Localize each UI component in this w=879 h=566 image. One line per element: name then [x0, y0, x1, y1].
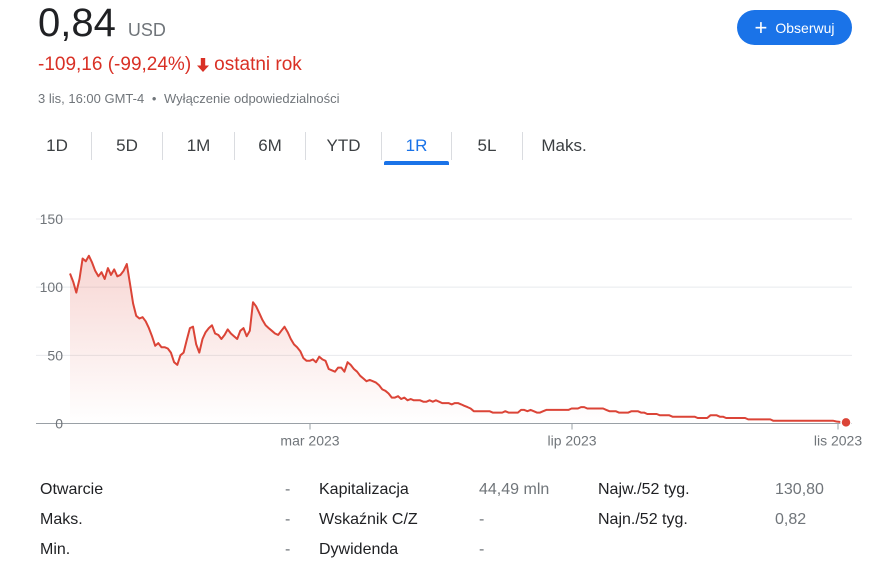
- price-line: [69, 254, 847, 424]
- tab-5l[interactable]: 5L: [452, 130, 522, 162]
- tab-label: 1M: [186, 136, 211, 155]
- stat-label-52w-low: Najn./52 tyg.: [598, 511, 688, 528]
- tab-label: 6M: [258, 136, 282, 155]
- tab-maks[interactable]: Maks.: [523, 130, 605, 162]
- stat-value-pe-ratio: -: [479, 511, 485, 528]
- stat-value-52w-low: 0,82: [775, 511, 807, 528]
- stat-label-market-cap: Kapitalizacja: [319, 481, 409, 498]
- tab-label: 5L: [477, 136, 497, 155]
- tab-divider: [451, 132, 452, 160]
- tab-1r[interactable]: 1R: [382, 130, 451, 165]
- tab-1d[interactable]: 1D: [23, 130, 91, 162]
- tab-1m[interactable]: 1M: [163, 130, 234, 162]
- arrow-down-icon: [196, 57, 210, 73]
- stat-label-52w-high: Najw./52 tyg.: [598, 481, 690, 498]
- y-tick-label: 100: [40, 279, 64, 295]
- price-header: 0,84 USD: [38, 0, 166, 46]
- change-period: ostatni rok: [214, 54, 302, 75]
- tab-ytd[interactable]: YTD: [306, 130, 381, 162]
- stat-label-dividend: Dywidenda: [319, 541, 399, 558]
- quote-timestamp: 3 lis, 16:00 GMT-4: [38, 91, 145, 106]
- y-tick-label: 150: [40, 211, 64, 227]
- stat-value-market-cap: 44,49 mln: [479, 481, 550, 498]
- tab-divider: [305, 132, 306, 160]
- last-price-dot: [840, 416, 852, 429]
- tab-label: 1D: [46, 136, 68, 155]
- y-tick-label: 50: [47, 347, 63, 363]
- stat-value-dividend: -: [479, 541, 485, 558]
- x-tick-label: lis 2023: [814, 433, 862, 449]
- tab-divider: [91, 132, 92, 160]
- stat-label-high: Maks.: [40, 511, 83, 528]
- follow-label: Obserwuj: [775, 19, 835, 36]
- tab-divider: [162, 132, 163, 160]
- tab-divider: [234, 132, 235, 160]
- price-chart[interactable]: 0 50 100 150 mar 2023 lip 2023 lis 2023: [0, 200, 879, 460]
- tab-5d[interactable]: 5D: [92, 130, 162, 162]
- current-price: 0,84: [38, 1, 116, 45]
- tab-label: YTD: [326, 136, 361, 155]
- tab-6m[interactable]: 6M: [235, 130, 305, 162]
- quote-meta: 3 lis, 16:00 GMT-4 • Wyłączenie odpowied…: [38, 91, 340, 106]
- y-tick-label: 0: [55, 416, 63, 432]
- tab-divider: [522, 132, 523, 160]
- change-value: -109,16 (-99,24%): [38, 54, 192, 75]
- stat-value-low: -: [285, 541, 291, 558]
- x-tick-label: mar 2023: [280, 433, 339, 449]
- tab-label: Maks.: [541, 136, 587, 155]
- follow-button[interactable]: + Obserwuj: [737, 10, 852, 45]
- stat-value-open: -: [285, 481, 291, 498]
- stat-label-pe-ratio: Wskaźnik C/Z: [319, 511, 418, 528]
- stat-value-high: -: [285, 511, 291, 528]
- tab-divider: [381, 132, 382, 160]
- stat-value-52w-high: 130,80: [775, 481, 824, 498]
- plus-icon: +: [754, 14, 768, 40]
- price-area-fill: [70, 255, 846, 424]
- price-change: -109,16 (-99,24%) ostatni rok: [38, 54, 302, 76]
- stat-label-open: Otwarcie: [40, 481, 104, 498]
- range-tabs: 1D 5D 1M 6M YTD 1R 5L Maks.: [23, 130, 605, 166]
- disclaimer-link[interactable]: Wyłączenie odpowiedzialności: [164, 91, 340, 106]
- meta-separator: •: [151, 91, 157, 106]
- x-tick-label: lip 2023: [547, 433, 596, 449]
- tab-label: 1R: [405, 136, 428, 155]
- currency-label: USD: [127, 20, 166, 40]
- tab-label: 5D: [116, 136, 138, 155]
- stat-label-low: Min.: [40, 541, 71, 558]
